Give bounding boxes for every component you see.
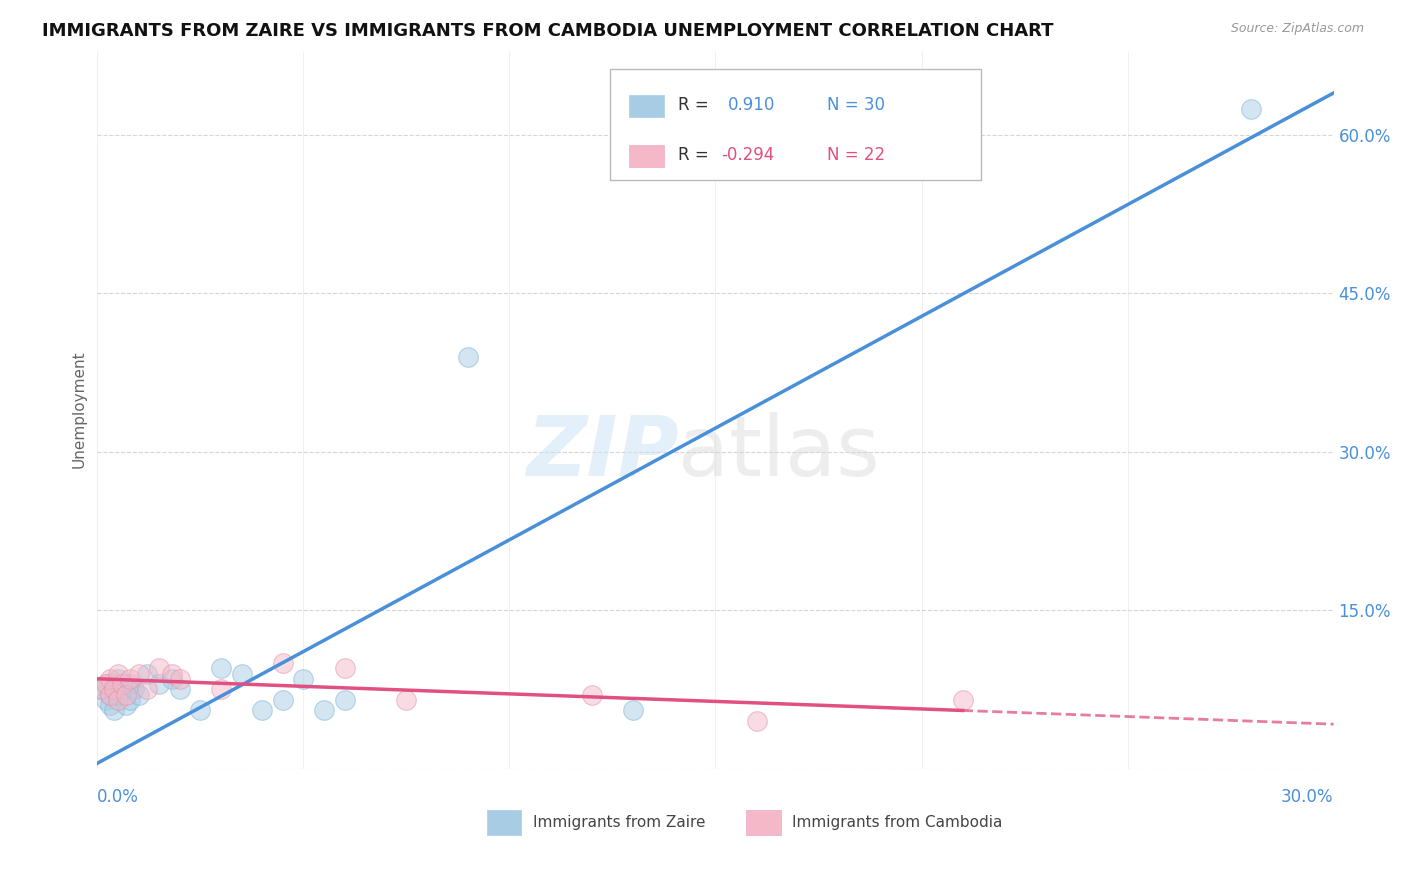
FancyBboxPatch shape <box>486 810 522 835</box>
Text: atlas: atlas <box>679 412 880 493</box>
Point <box>115 688 138 702</box>
Point <box>209 661 232 675</box>
Point <box>124 682 146 697</box>
Point <box>103 682 125 697</box>
Point <box>94 677 117 691</box>
Point <box>190 703 212 717</box>
FancyBboxPatch shape <box>610 69 981 180</box>
Point <box>952 693 974 707</box>
FancyBboxPatch shape <box>628 145 664 167</box>
Text: R =: R = <box>679 145 714 164</box>
Point <box>250 703 273 717</box>
FancyBboxPatch shape <box>628 95 664 117</box>
Point <box>107 688 129 702</box>
Point <box>457 350 479 364</box>
Point <box>160 672 183 686</box>
Point <box>120 677 142 691</box>
Point <box>107 672 129 686</box>
Point <box>135 682 157 697</box>
Point <box>148 661 170 675</box>
FancyBboxPatch shape <box>747 810 780 835</box>
Point <box>312 703 335 717</box>
Point <box>98 688 121 702</box>
Point <box>333 693 356 707</box>
Point <box>169 672 191 686</box>
Text: IMMIGRANTS FROM ZAIRE VS IMMIGRANTS FROM CAMBODIA UNEMPLOYMENT CORRELATION CHART: IMMIGRANTS FROM ZAIRE VS IMMIGRANTS FROM… <box>42 22 1053 40</box>
Point <box>111 677 134 691</box>
Point <box>111 682 134 697</box>
Point <box>333 661 356 675</box>
Point <box>115 698 138 713</box>
Point <box>169 682 191 697</box>
Point <box>98 688 121 702</box>
Point <box>395 693 418 707</box>
Point <box>94 677 117 691</box>
Text: Source: ZipAtlas.com: Source: ZipAtlas.com <box>1230 22 1364 36</box>
Point <box>621 703 644 717</box>
Point <box>90 682 112 697</box>
Point <box>94 693 117 707</box>
Point <box>107 666 129 681</box>
Text: ZIP: ZIP <box>526 412 679 493</box>
Point <box>128 666 150 681</box>
Text: 0.910: 0.910 <box>728 95 775 113</box>
Text: N = 30: N = 30 <box>827 95 884 113</box>
Point <box>98 698 121 713</box>
Point <box>103 703 125 717</box>
Point <box>271 656 294 670</box>
Point <box>107 693 129 707</box>
Text: 0.0%: 0.0% <box>97 788 139 805</box>
Point <box>292 672 315 686</box>
Point <box>135 666 157 681</box>
Point <box>1240 102 1263 116</box>
Point <box>90 682 112 697</box>
Point <box>209 682 232 697</box>
Point <box>120 693 142 707</box>
Point <box>745 714 768 728</box>
Point <box>148 677 170 691</box>
Y-axis label: Unemployment: Unemployment <box>72 351 86 468</box>
Point <box>120 672 142 686</box>
Point <box>98 672 121 686</box>
Text: R =: R = <box>679 95 714 113</box>
Point <box>103 677 125 691</box>
Text: Immigrants from Cambodia: Immigrants from Cambodia <box>792 815 1002 830</box>
Text: Immigrants from Zaire: Immigrants from Zaire <box>533 815 704 830</box>
Text: -0.294: -0.294 <box>721 145 775 164</box>
Point <box>128 688 150 702</box>
Text: N = 22: N = 22 <box>827 145 884 164</box>
Point <box>160 666 183 681</box>
Point <box>271 693 294 707</box>
Point <box>231 666 253 681</box>
Text: 30.0%: 30.0% <box>1281 788 1334 805</box>
Point <box>581 688 603 702</box>
